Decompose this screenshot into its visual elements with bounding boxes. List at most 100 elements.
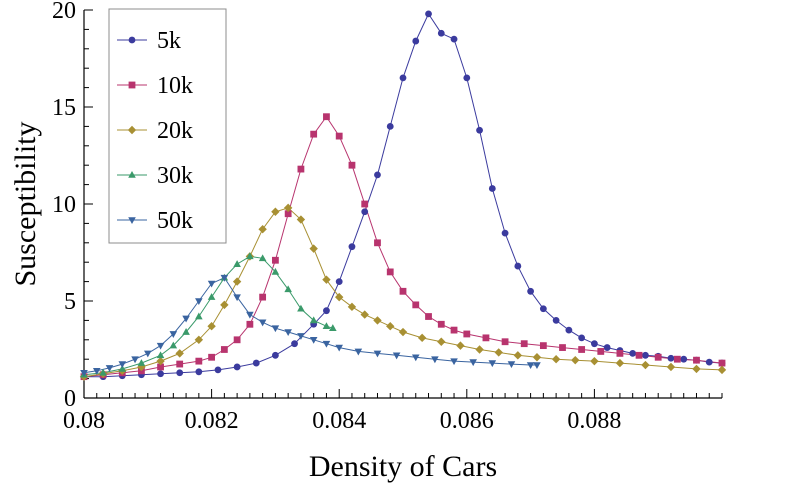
series-markers	[79, 10, 727, 381]
data-point-30k	[309, 316, 318, 324]
legend-swatch-marker	[128, 81, 136, 89]
data-point-10k	[176, 360, 184, 368]
data-point-20k	[283, 203, 293, 213]
data-point-10k	[718, 359, 726, 367]
data-point-20k	[532, 353, 542, 362]
data-point-30k	[169, 341, 178, 349]
data-point-5k	[450, 35, 458, 43]
data-point-10k	[297, 165, 305, 173]
data-point-5k	[565, 326, 573, 334]
data-point-20k	[494, 348, 503, 357]
data-point-30k	[182, 328, 190, 335]
data-point-20k	[296, 215, 306, 224]
data-point-5k	[552, 317, 560, 324]
data-point-20k	[437, 337, 446, 346]
data-point-10k	[361, 200, 369, 208]
data-point-30k	[271, 267, 280, 275]
data-point-10k	[284, 210, 292, 218]
data-point-5k	[399, 74, 407, 82]
data-point-10k	[425, 313, 432, 320]
data-point-50k	[233, 294, 241, 302]
data-point-50k	[80, 369, 88, 377]
data-point-50k	[354, 348, 363, 356]
legend-label: 20k	[157, 118, 193, 144]
data-point-20k	[271, 207, 280, 216]
data-point-5k	[591, 340, 598, 348]
legend-label: 30k	[157, 163, 193, 189]
data-point-30k	[233, 260, 241, 267]
data-point-10k	[559, 344, 566, 351]
data-point-20k	[475, 345, 484, 354]
data-point-50k	[309, 337, 318, 344]
data-point-50k	[526, 362, 535, 370]
data-point-50k	[392, 352, 401, 360]
data-point-5k	[214, 366, 222, 374]
data-point-20k	[220, 300, 229, 310]
data-point-50k	[431, 356, 439, 364]
data-point-5k	[272, 351, 279, 359]
data-point-10k	[399, 287, 407, 295]
data-point-20k	[309, 244, 318, 253]
series-markers-50k	[80, 274, 541, 377]
data-point-50k	[131, 356, 139, 364]
data-point-10k	[157, 363, 164, 371]
data-point-5k	[488, 185, 496, 192]
legend-swatch-marker	[128, 171, 136, 178]
axes: 0.08 0.082 0.084 0.086 0.088 0 5 10 15 20	[52, 0, 723, 434]
data-point-10k	[450, 326, 458, 334]
data-point-5k	[437, 29, 445, 37]
data-point-20k	[456, 341, 465, 350]
data-point-10k	[195, 357, 203, 365]
data-point-5k	[667, 354, 675, 362]
data-point-10k	[597, 348, 605, 355]
data-point-5k	[195, 368, 203, 376]
data-point-5k	[578, 334, 586, 342]
data-point-10k	[412, 301, 420, 309]
data-point-20k	[615, 358, 625, 368]
data-point-20k	[194, 335, 204, 344]
data-point-20k	[641, 360, 650, 370]
data-point-50k	[92, 368, 101, 375]
data-point-5k	[463, 74, 471, 82]
data-point-5k	[233, 363, 241, 371]
data-point-30k	[99, 368, 107, 376]
data-point-20k	[360, 310, 369, 319]
data-point-10k	[220, 346, 228, 353]
data-point-10k	[259, 293, 267, 301]
data-point-50k	[246, 311, 254, 319]
data-point-10k	[208, 353, 215, 361]
data-point-5k	[157, 370, 164, 378]
data-point-5k	[252, 359, 260, 367]
y-tick-label: 0	[64, 386, 76, 412]
data-point-10k	[335, 132, 343, 140]
data-point-5k	[425, 10, 432, 18]
data-point-20k	[156, 356, 165, 366]
data-point-10k	[272, 256, 279, 264]
x-tick-label: 0.082	[185, 408, 239, 434]
data-point-5k	[291, 340, 298, 348]
data-point-5k	[361, 208, 369, 216]
data-point-5k	[323, 307, 330, 315]
legend: 5k 10k 20k 30k 50k	[108, 8, 227, 244]
data-point-5k	[386, 123, 394, 130]
data-point-50k	[182, 315, 190, 323]
data-point-30k	[284, 285, 292, 293]
data-point-50k	[258, 319, 267, 327]
data-point-30k	[207, 293, 216, 300]
data-point-5k	[680, 355, 688, 363]
data-point-50k	[322, 340, 331, 348]
data-point-20k	[373, 316, 382, 325]
data-point-5k	[176, 369, 184, 377]
series-markers-30k	[80, 252, 337, 378]
data-point-5k	[412, 37, 420, 45]
data-point-5k	[603, 344, 611, 351]
data-point-50k	[118, 361, 127, 369]
data-point-10k	[233, 336, 241, 344]
data-point-50k	[488, 360, 497, 368]
data-point-5k	[374, 171, 381, 179]
y-tick-label: 15	[52, 95, 76, 121]
y-axis-label: Susceptibility	[9, 122, 42, 287]
y-tick-label: 5	[64, 289, 76, 315]
data-point-50k	[411, 354, 420, 362]
data-point-20k	[386, 322, 395, 331]
